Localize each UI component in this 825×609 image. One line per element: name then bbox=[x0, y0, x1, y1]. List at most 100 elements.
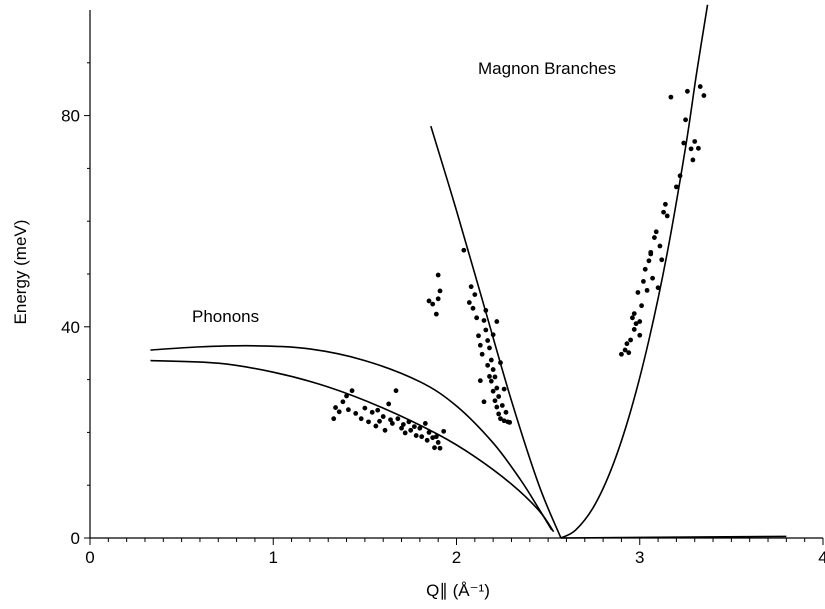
point-magnon-right-data bbox=[668, 94, 674, 100]
point-magnon-right-data bbox=[652, 235, 657, 240]
point-magnon-right-data bbox=[701, 93, 707, 98]
point-magnon-right-data bbox=[633, 321, 639, 327]
point-phonon-data bbox=[393, 388, 399, 394]
point-phonon-data bbox=[349, 388, 355, 394]
point-magnon-left-data bbox=[466, 300, 472, 305]
point-magnon-left-data bbox=[488, 357, 494, 363]
point-phonon-data bbox=[399, 425, 404, 431]
point-magnon-left-data bbox=[498, 416, 503, 422]
point-magnon-left-data bbox=[496, 394, 502, 399]
point-magnon-left-data bbox=[490, 332, 496, 338]
point-magnon-right-data bbox=[644, 287, 650, 293]
point-phonon-data bbox=[344, 393, 349, 399]
point-phonon-data bbox=[426, 298, 432, 304]
point-phonon-data bbox=[373, 423, 379, 429]
point-magnon-right-data bbox=[684, 88, 690, 94]
point-magnon-left-data bbox=[485, 362, 491, 368]
axes bbox=[89, 10, 823, 539]
point-magnon-left-data bbox=[485, 338, 491, 343]
point-phonon-data bbox=[437, 288, 443, 294]
point-magnon-right-data bbox=[661, 209, 666, 215]
point-magnon-left-data bbox=[476, 333, 481, 339]
point-magnon-left-data bbox=[496, 411, 502, 417]
curve-phonon-upper bbox=[150, 344, 553, 531]
point-phonon-data bbox=[340, 399, 346, 405]
point-phonon-data bbox=[375, 407, 381, 413]
point-magnon-right-data bbox=[674, 184, 679, 190]
point-phonon-data bbox=[435, 296, 441, 302]
point-phonon-data bbox=[395, 416, 401, 422]
point-magnon-left-data bbox=[481, 318, 487, 323]
point-phonon-data bbox=[430, 301, 436, 307]
point-phonon-data bbox=[437, 445, 443, 451]
point-phonon-data bbox=[388, 417, 393, 423]
point-magnon-left-data bbox=[490, 388, 496, 394]
x-axis-title: Q∥ (Å⁻¹) bbox=[426, 581, 490, 600]
point-magnon-left-data bbox=[481, 399, 487, 405]
point-magnon-left-data bbox=[472, 292, 478, 297]
y-axis-title: Energy (meV) bbox=[11, 220, 30, 325]
point-phonon-data bbox=[402, 430, 408, 436]
point-magnon-right-data bbox=[659, 257, 665, 263]
point-phonon-data bbox=[441, 428, 447, 434]
point-phonon-data bbox=[400, 422, 406, 427]
point-magnon-left-data bbox=[490, 367, 496, 372]
point-magnon-right-data bbox=[697, 84, 703, 89]
point-magnon-left-data bbox=[499, 403, 505, 408]
point-phonon-data bbox=[382, 427, 388, 433]
point-phonon-data bbox=[386, 401, 392, 407]
point-phonon-data bbox=[333, 405, 338, 410]
point-magnon-right-data bbox=[677, 173, 683, 179]
point-magnon-right-data bbox=[635, 290, 641, 295]
point-magnon-right-data bbox=[639, 303, 644, 309]
point-magnon-right-data bbox=[637, 332, 643, 338]
point-phonon-data bbox=[426, 430, 432, 435]
point-magnon-right-data bbox=[648, 251, 654, 257]
point-phonon-data bbox=[336, 409, 342, 415]
point-phonon-data bbox=[430, 435, 436, 441]
point-phonon-data bbox=[406, 419, 412, 425]
point-magnon-right-data bbox=[641, 278, 646, 284]
point-magnon-right-data bbox=[631, 327, 637, 332]
point-magnon-right-data bbox=[681, 140, 687, 146]
point-magnon-right-data bbox=[683, 117, 688, 123]
point-phonon-data bbox=[433, 311, 439, 317]
curves bbox=[150, 4, 787, 539]
point-magnon-left-data bbox=[492, 398, 498, 404]
point-phonon-data bbox=[422, 421, 428, 426]
x-tick-label: 4 bbox=[818, 548, 825, 567]
point-magnon-left-data bbox=[479, 351, 485, 357]
curve-baseline bbox=[560, 535, 787, 539]
point-magnon-right-data bbox=[622, 347, 628, 353]
x-tick-label: 0 bbox=[85, 548, 94, 567]
point-magnon-left-data bbox=[494, 404, 500, 410]
point-magnon-right-data bbox=[637, 319, 643, 324]
point-phonon-data bbox=[435, 272, 441, 278]
point-magnon-right-data bbox=[646, 258, 652, 264]
point-magnon-left-data bbox=[494, 319, 500, 324]
point-magnon-left-data bbox=[501, 386, 507, 392]
point-magnon-right-data bbox=[657, 243, 663, 249]
point-magnon-right-data bbox=[695, 145, 701, 151]
point-magnon-left-data bbox=[488, 378, 494, 384]
curve-magnon-right bbox=[560, 4, 709, 539]
point-magnon-left-data bbox=[477, 378, 483, 384]
curve-phonon-lower bbox=[150, 359, 555, 533]
point-magnon-left-data bbox=[501, 418, 507, 424]
point-magnon-left-data bbox=[483, 308, 489, 313]
point-magnon-left-data bbox=[487, 345, 492, 351]
point-magnon-right-data bbox=[626, 350, 632, 356]
point-phonon-data bbox=[366, 419, 371, 425]
point-phonon-data bbox=[369, 409, 375, 415]
annotation-phonons: Phonons bbox=[192, 307, 259, 326]
point-magnon-right-data bbox=[628, 337, 633, 343]
point-magnon-left-data bbox=[470, 305, 476, 311]
data-points bbox=[331, 84, 707, 451]
point-magnon-right-data bbox=[631, 311, 637, 316]
point-phonon-data bbox=[353, 410, 359, 416]
point-magnon-left-data bbox=[468, 284, 474, 290]
point-magnon-right-data bbox=[692, 139, 698, 144]
annotation-magnon-branches: Magnon Branches bbox=[478, 59, 616, 78]
